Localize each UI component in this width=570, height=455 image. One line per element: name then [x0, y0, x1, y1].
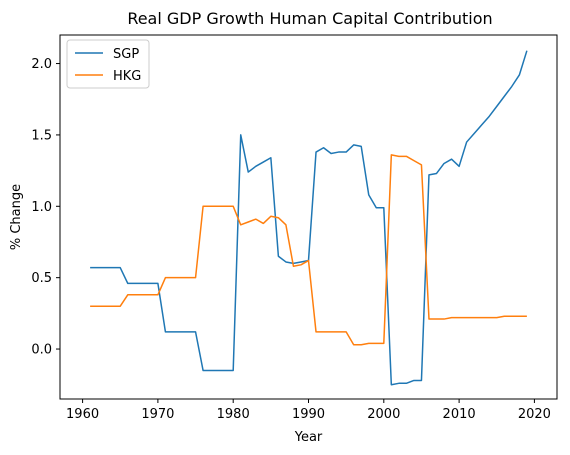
plot-area — [60, 35, 557, 399]
legend-box — [66, 39, 150, 89]
legend: SGP HKG — [66, 39, 150, 89]
chart-title: Real GDP Growth Human Capital Contributi… — [127, 9, 492, 28]
y-axis-label: % Change — [9, 184, 24, 250]
y-axis-ticks: 0.0 0.5 1.0 1.5 2.0 — [31, 57, 60, 358]
legend-label-sgp: SGP — [113, 47, 139, 62]
y-tick-label: 0.5 — [31, 271, 52, 286]
x-tick-label: 2010 — [443, 407, 476, 422]
x-tick-label: 1960 — [66, 407, 99, 422]
legend-label-hkg: HKG — [113, 69, 141, 84]
y-tick-label: 2.0 — [31, 57, 52, 72]
y-tick-label: 1.0 — [31, 200, 52, 215]
x-tick-label: 2020 — [518, 407, 551, 422]
x-axis-ticks: 1960 1970 1980 1990 2000 2010 2020 — [66, 399, 551, 422]
x-axis-label: Year — [294, 430, 323, 445]
y-tick-label: 1.5 — [31, 128, 52, 143]
series-line-hkg — [90, 154, 527, 346]
x-tick-label: 2000 — [367, 407, 400, 422]
x-tick-label: 1990 — [292, 407, 325, 422]
x-tick-label: 1970 — [141, 407, 174, 422]
x-tick-label: 1980 — [217, 407, 250, 422]
plot-frame — [59, 34, 558, 400]
y-tick-label: 0.0 — [31, 343, 52, 358]
series-layer — [90, 50, 528, 386]
